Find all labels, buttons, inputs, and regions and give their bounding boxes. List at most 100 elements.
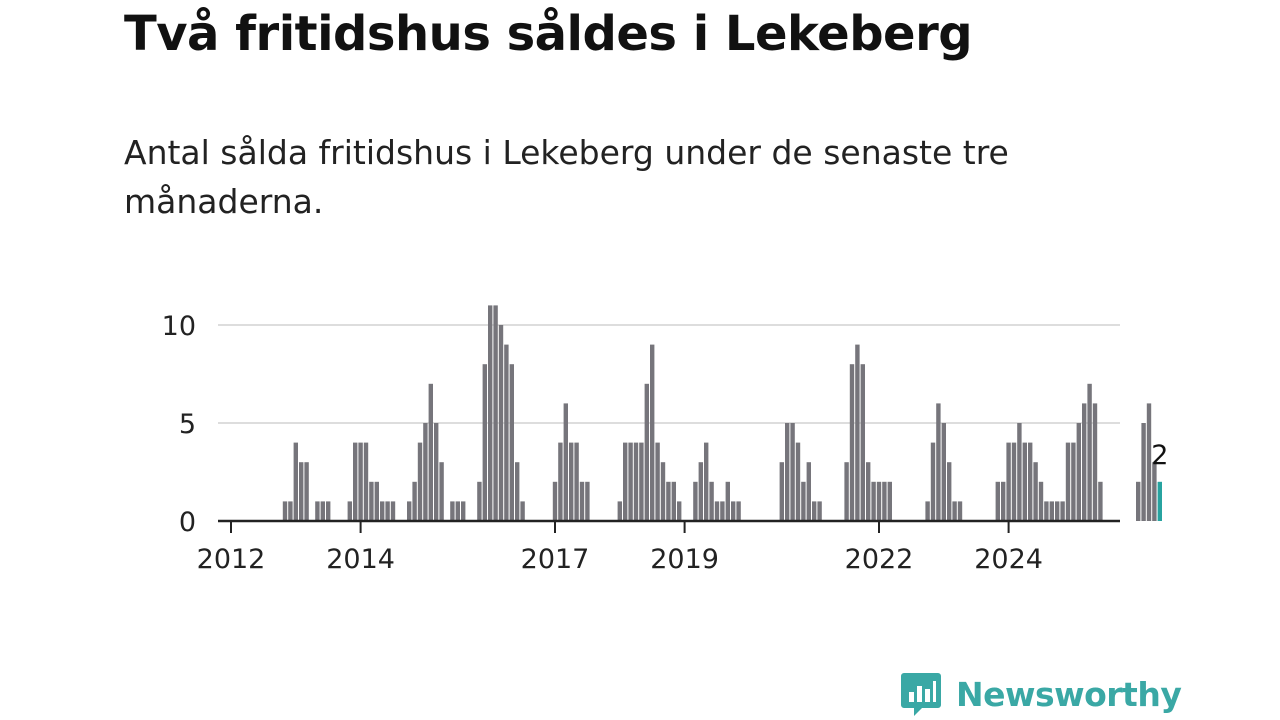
bar: [450, 501, 455, 521]
bar: [995, 481, 1000, 521]
bar: [1065, 442, 1071, 521]
bar: [1060, 501, 1065, 521]
highlighted-bar: [1157, 481, 1162, 521]
bar: [633, 442, 639, 521]
bar: [947, 462, 952, 521]
bar: [326, 501, 331, 521]
bar: [1022, 442, 1027, 521]
bar: [1136, 481, 1141, 521]
bar: [639, 442, 644, 521]
bar: [1028, 442, 1033, 521]
bar: [288, 501, 293, 521]
y-tick-label: 0: [179, 507, 196, 538]
bar: [304, 462, 309, 521]
bar: [844, 462, 849, 521]
bar: [574, 442, 579, 521]
bar: [552, 481, 558, 521]
bar: [369, 481, 374, 521]
bar-chart: 0 5 10 2 2012 2014 2017 2019 2022 2024: [162, 305, 1168, 575]
x-tick-label: 2017: [521, 544, 590, 575]
bar: [1038, 481, 1044, 521]
bar: [455, 501, 460, 521]
bar: [655, 442, 660, 521]
bar: [941, 423, 946, 521]
bar: [725, 481, 730, 521]
bar: [282, 501, 288, 521]
bar: [1071, 442, 1076, 521]
bar: [423, 423, 428, 521]
bar: [660, 462, 666, 521]
y-tick-label: 5: [179, 409, 196, 440]
bar: [882, 481, 887, 521]
bar: [363, 442, 369, 521]
bar: [812, 501, 817, 521]
bar: [795, 442, 801, 521]
bar: [677, 501, 682, 521]
bar: [585, 481, 590, 521]
bar: [806, 462, 811, 521]
bar: [1152, 462, 1157, 521]
bar: [417, 442, 423, 521]
bar: [439, 462, 444, 521]
bar: [385, 501, 390, 521]
bar: [380, 501, 385, 521]
bar: [952, 501, 957, 521]
bar: [461, 501, 466, 521]
bar: [1011, 442, 1017, 521]
bar: [957, 501, 963, 521]
bar: [644, 383, 649, 521]
x-tick-label: 2012: [197, 544, 266, 575]
bar: [558, 442, 563, 521]
bar: [488, 305, 493, 521]
bar: [693, 481, 698, 521]
bar: [353, 442, 358, 521]
bar: [790, 423, 795, 521]
bar: [428, 383, 433, 521]
bar: [876, 481, 882, 521]
bar: [358, 442, 363, 521]
chart-title: Två fritidshus såldes i Lekeberg: [124, 6, 973, 62]
bar: [434, 423, 439, 521]
bar: [871, 481, 876, 521]
bar: [493, 305, 498, 521]
newsworthy-logo: Newsworthy: [900, 668, 1182, 720]
bar: [698, 462, 703, 521]
bar: [1049, 501, 1054, 521]
bar: [925, 501, 930, 521]
bar: [1146, 403, 1152, 521]
chart-subtitle: Antal sålda fritidshus i Lekeberg under …: [124, 133, 1009, 221]
bar: [936, 403, 941, 521]
bar: [320, 501, 325, 521]
bar: [855, 344, 860, 521]
bar: [1017, 423, 1022, 521]
bar: [731, 501, 736, 521]
bar: [720, 501, 725, 521]
bar: [930, 442, 936, 521]
bar: [315, 501, 320, 521]
x-tick-label: 2014: [326, 544, 395, 575]
bar: [374, 481, 379, 521]
bar: [779, 462, 784, 521]
bar: [1098, 481, 1103, 521]
bar: [1006, 442, 1011, 521]
bar: [801, 481, 806, 521]
bar: [650, 344, 655, 521]
bar: [509, 364, 514, 521]
bar: [347, 501, 352, 521]
bar: [293, 442, 298, 521]
bar: [1033, 462, 1038, 521]
bar: [623, 442, 628, 521]
bar: [671, 481, 676, 521]
bar: [563, 403, 568, 521]
bar: [1001, 481, 1006, 521]
bar: [704, 442, 709, 521]
bar: [887, 481, 892, 521]
bar: [849, 364, 855, 521]
bar: [860, 364, 865, 521]
brand-name: Newsworthy: [956, 674, 1182, 714]
bar: [628, 442, 633, 521]
bar: [666, 481, 671, 521]
bar: [785, 423, 790, 521]
bar: [1141, 423, 1146, 521]
x-tick-label: 2019: [650, 544, 719, 575]
